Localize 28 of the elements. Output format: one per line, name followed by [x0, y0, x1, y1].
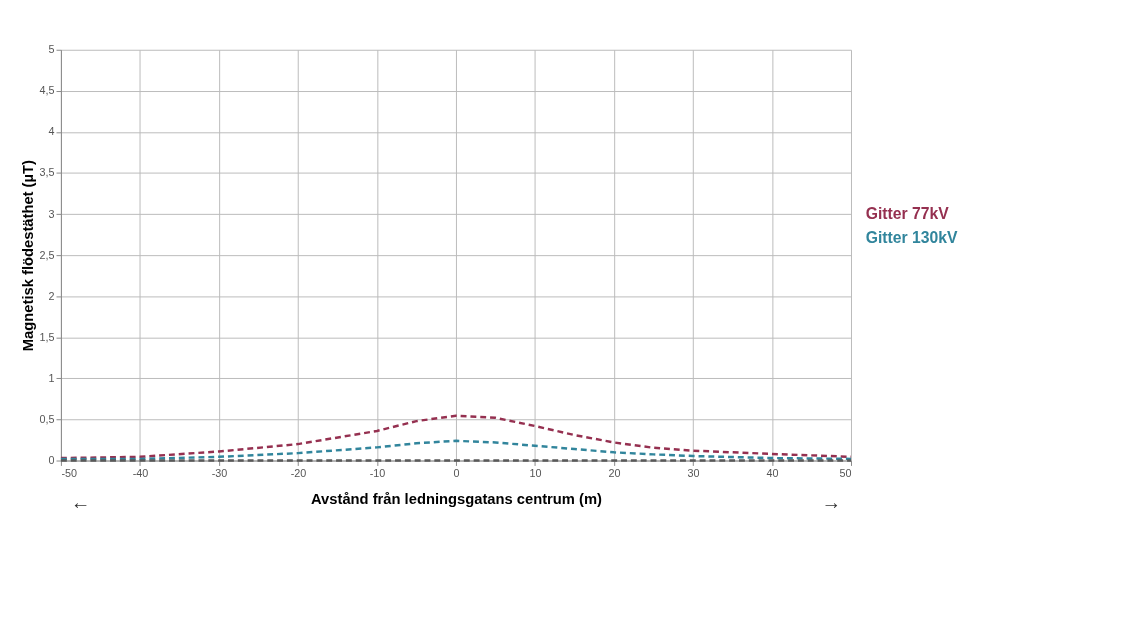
text: ← [70, 490, 91, 513]
y-tick-label: 2,5 [39, 248, 55, 261]
y-tick-label: 4 [48, 125, 55, 138]
x-tick-label: -40 [132, 466, 149, 479]
x-axis-title: Avstånd från ledningsgatans centrum (m) [311, 491, 602, 508]
x-tick-label: 0 [453, 466, 460, 479]
text: Gitter 130kV [865, 228, 958, 246]
text: → [821, 490, 842, 513]
x-tick-label: 50 [839, 466, 852, 479]
y-tick-label: 0 [48, 453, 55, 466]
y-tick-label: 2 [48, 289, 55, 302]
y-tick-label: 3,5 [39, 166, 55, 179]
y-tick-label: 1,5 [39, 330, 55, 343]
x-tick-label: 40 [766, 466, 779, 479]
y-tick-label: 4,5 [39, 84, 55, 97]
x-tick-label: -10 [369, 466, 386, 479]
text: Gitter 77kV [865, 204, 950, 222]
x-tick-label: 10 [529, 466, 542, 479]
y-axis-title: Magnetisk flödestäthet (µT) [19, 160, 36, 352]
y-tick-label: 0,5 [39, 412, 55, 425]
x-tick-label: -20 [290, 466, 307, 479]
y-tick-label: 5 [48, 43, 55, 56]
x-tick-label: -50 [61, 466, 78, 479]
y-tick-label: 1 [48, 371, 55, 384]
x-tick-label: 20 [608, 466, 621, 479]
x-tick-label: -30 [211, 466, 228, 479]
x-tick-label: 30 [687, 466, 700, 479]
y-tick-label: 3 [48, 207, 55, 220]
